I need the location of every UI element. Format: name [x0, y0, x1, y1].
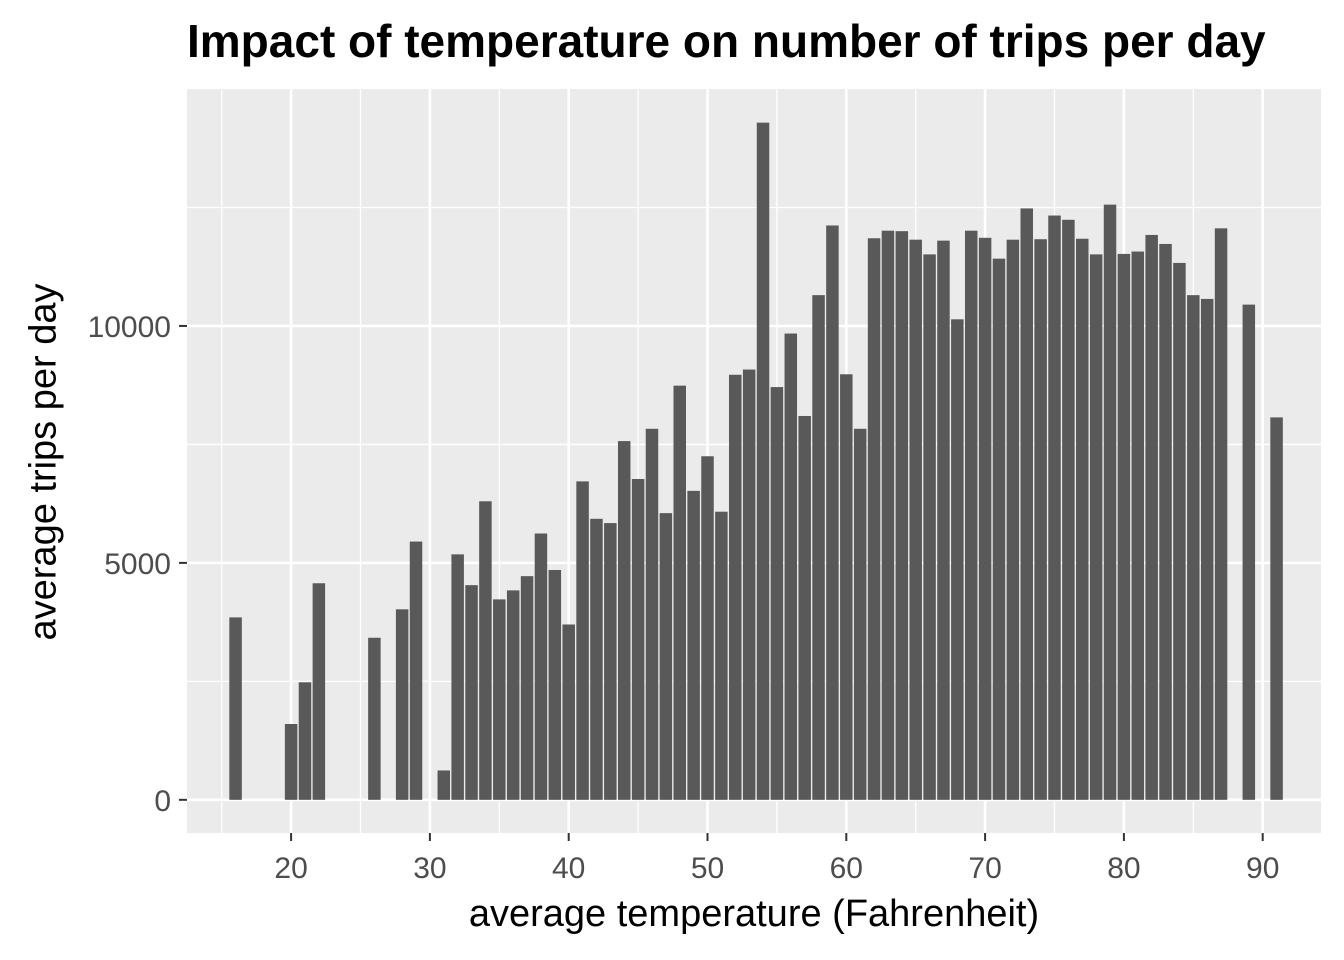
bar-45 [631, 479, 645, 800]
bar-41 [576, 481, 589, 800]
bar-85 [1187, 295, 1200, 800]
x-tick-label: 40 [552, 852, 585, 885]
bar-91 [1270, 417, 1283, 800]
bar-84 [1173, 262, 1186, 800]
x-tick-label: 30 [413, 852, 446, 885]
bar-77 [1076, 238, 1089, 800]
bar-56 [784, 333, 798, 800]
bar-66 [923, 254, 936, 800]
bar-64 [895, 231, 909, 800]
bar-31 [437, 770, 451, 800]
bar-43 [604, 523, 617, 800]
bar-63 [881, 230, 895, 800]
bar-38 [534, 533, 548, 800]
bar-74 [1034, 239, 1047, 800]
bar-81 [1131, 251, 1145, 800]
bar-55 [770, 387, 784, 800]
bar-75 [1048, 215, 1061, 800]
bar-86 [1200, 298, 1214, 800]
bar-29 [409, 541, 423, 800]
bar-33 [465, 585, 478, 800]
x-tick-label: 20 [274, 852, 307, 885]
bar-20 [284, 724, 298, 800]
bar-89 [1242, 304, 1256, 800]
bar-48 [673, 385, 686, 800]
bar-40 [562, 624, 575, 800]
chart-title: Impact of temperature on number of trips… [187, 15, 1266, 67]
bar-35 [493, 599, 506, 800]
x-tick-label: 80 [1107, 852, 1140, 885]
bar-83 [1159, 243, 1172, 800]
bar-65 [909, 239, 922, 800]
bar-57 [798, 415, 811, 800]
bar-72 [1006, 239, 1020, 800]
bar-67 [937, 240, 950, 800]
bars [229, 122, 1283, 800]
bar-26 [368, 637, 381, 800]
x-tick-label: 60 [830, 852, 863, 885]
bar-59 [826, 225, 839, 800]
bar-76 [1062, 219, 1075, 800]
bar-21 [298, 682, 312, 800]
bar-50 [701, 456, 714, 800]
x-axis-label: average temperature (Fahrenheit) [468, 893, 1040, 935]
bar-36 [506, 590, 520, 800]
bar-39 [548, 569, 562, 800]
bar-28 [395, 609, 409, 800]
bar-54 [756, 122, 770, 800]
bar-49 [687, 490, 700, 800]
bar-60 [840, 374, 853, 800]
y-tick-label: 10000 [88, 311, 171, 344]
bar-78 [1089, 254, 1103, 800]
bar-71 [992, 258, 1006, 800]
bar-52 [729, 374, 742, 800]
bar-42 [590, 518, 603, 800]
x-tick-label: 90 [1246, 852, 1279, 885]
bar-69 [964, 230, 978, 800]
bar-47 [659, 513, 673, 800]
y-axis: 0 5000 10000 [88, 311, 187, 818]
bar-61 [853, 428, 867, 800]
bar-46 [645, 428, 659, 800]
bar-51 [715, 511, 728, 800]
bar-58 [812, 295, 825, 800]
bar-68 [951, 319, 964, 800]
bar-62 [867, 238, 881, 800]
y-tick-label: 0 [154, 785, 171, 818]
bar-16 [229, 617, 242, 800]
x-tick-label: 70 [968, 852, 1001, 885]
bar-34 [479, 501, 492, 800]
bar-87 [1214, 228, 1228, 800]
x-tick-label: 50 [691, 852, 724, 885]
bar-44 [617, 441, 631, 800]
bar-32 [451, 554, 464, 800]
y-tick-label: 5000 [104, 548, 171, 581]
bar-22 [312, 583, 326, 800]
bar-80 [1117, 253, 1131, 800]
bar-79 [1103, 204, 1117, 800]
bar-73 [1020, 208, 1033, 800]
y-axis-label: average trips per day [22, 283, 65, 641]
bar-37 [520, 576, 534, 800]
bar-70 [978, 237, 992, 800]
bar-82 [1145, 234, 1158, 800]
x-axis: 20 30 40 50 60 70 80 90 [274, 833, 1279, 885]
bar-53 [742, 369, 756, 800]
